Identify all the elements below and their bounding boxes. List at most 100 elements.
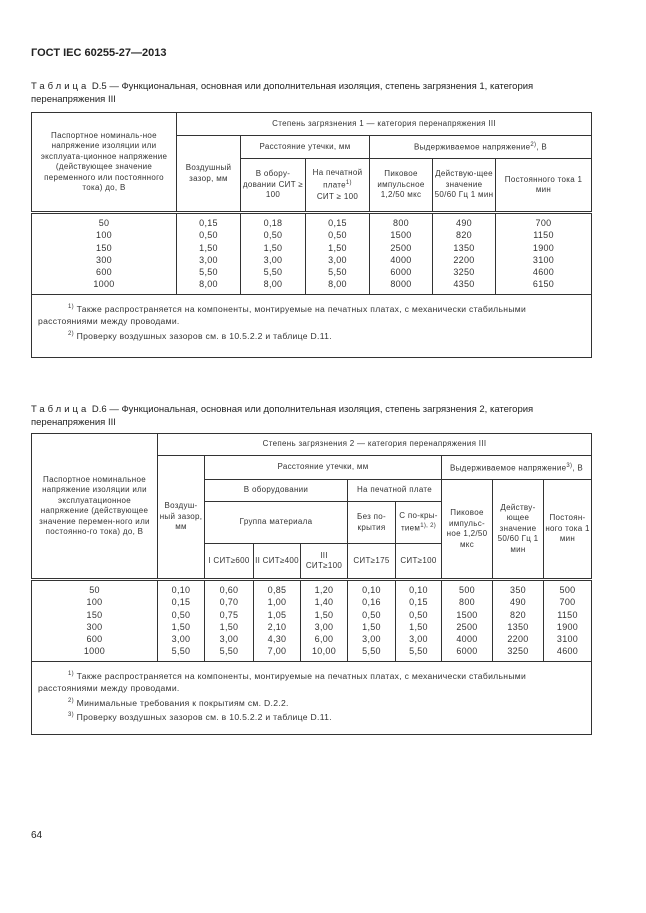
data-cell: 5,50 <box>328 267 347 278</box>
data-column: 490 820 1350 2200 3250 4350 <box>432 211 496 295</box>
data-cell: 1,50 <box>219 621 239 632</box>
data-cell: 4000 <box>390 254 412 265</box>
data-cell: 2500 <box>390 242 412 253</box>
data-cell: 100 <box>86 597 103 608</box>
data-cell: 1,50 <box>409 621 428 632</box>
data-cell: 0,18 <box>263 218 283 228</box>
header-material-group: Группа материала <box>204 501 348 544</box>
data-cell: 0,50 <box>263 230 283 241</box>
data-cell: 0,85 <box>267 585 287 595</box>
header-air-clearance: Воздушный зазор, мм <box>176 135 241 213</box>
header-equipment: В оборудовании <box>204 479 348 502</box>
data-column: 0,15 0,50 1,50 3,00 5,50 8,00 <box>305 211 370 295</box>
data-cell: 1500 <box>456 609 478 620</box>
header-peak: Пиковое импульсное 1,2/50 мкс <box>369 158 433 213</box>
data-column: 0,15 0,50 1,50 3,00 5,50 8,00 <box>176 211 241 295</box>
data-cell: 5,50 <box>362 646 381 657</box>
data-cell: 5,50 <box>199 267 218 278</box>
data-cell: 5,50 <box>409 646 428 657</box>
caption-label: Таблица <box>31 404 90 415</box>
table-d6: Паспортное номинальное напряжение изоляц… <box>30 433 593 735</box>
data-cell: 600 <box>96 267 112 278</box>
data-cell: 0,15 <box>328 218 347 228</box>
header-withstand: Выдерживаемое напряжение2), В <box>368 135 593 159</box>
data-cell: 490 <box>456 218 472 228</box>
header-pcb: На печатной плате1) СИТ ≥ 100 <box>305 158 370 213</box>
data-column: 0,10 0,15 0,50 1,50 3,00 5,50 <box>395 578 442 662</box>
data-cell: 3,00 <box>362 634 381 645</box>
data-cell: 1,05 <box>267 609 287 620</box>
data-cell: 150 <box>96 242 112 253</box>
data-cell: 1,50 <box>199 242 218 253</box>
data-cell: 4,30 <box>267 634 287 645</box>
header-peak: Пиковое импульс-ное 1,2/50 мкс <box>441 479 493 580</box>
table-d6-data-row: 50 100 150 300 600 1000 0,10 0,15 0,50 1,50 3,00 5,… <box>31 578 593 662</box>
header-dc: Постоянного тока 1 мин <box>494 158 593 213</box>
footnote: 2) Минимальные требования к покрытиям см… <box>68 697 289 708</box>
data-cell: 490 <box>510 597 526 608</box>
data-cell: 500 <box>559 585 576 595</box>
data-cell: 300 <box>86 621 103 632</box>
data-cell: 820 <box>456 230 472 241</box>
data-cell: 3,00 <box>314 621 334 632</box>
header-air-clearance: Воздуш-ный зазор, мм <box>157 455 205 580</box>
footnote: 1) Также распространяется на компоненты,… <box>38 303 527 327</box>
data-cell: 8,00 <box>263 279 283 290</box>
data-column: 50 100 150 300 600 1000 <box>31 211 177 295</box>
data-cell: 0,10 <box>362 585 381 595</box>
data-column: 1,20 1,40 1,50 3,00 6,00 10,00 <box>300 578 348 662</box>
header-pollution: Степень загрязнения 2 — категория перена… <box>156 433 593 456</box>
data-cell: 1000 <box>93 279 115 290</box>
data-cell: 2200 <box>453 254 475 265</box>
header-creepage: Расстояние утечки, мм <box>240 135 370 159</box>
data-cell: 0,15 <box>409 597 428 608</box>
header-dc: Постоян-ного тока 1 мин <box>542 479 593 580</box>
data-cell: 7,00 <box>267 646 287 657</box>
data-cell: 1150 <box>533 230 554 241</box>
data-cell: 1,00 <box>267 597 287 608</box>
data-cell: 1900 <box>532 242 555 253</box>
data-cell: 50 <box>98 218 110 228</box>
data-cell: 10,00 <box>311 646 337 657</box>
table-d5-caption: Таблица D.5 — Функциональная, основная и… <box>31 80 593 106</box>
caption-text: D.5 — Функциональная, основная или допол… <box>31 81 534 105</box>
table-d5: Паспортное номиналь-ное напряжение изоля… <box>30 112 593 358</box>
header-no-coating: Без по-крытия <box>347 501 396 544</box>
data-cell: 6000 <box>390 267 412 278</box>
data-column: 50 100 150 300 600 1000 <box>31 578 158 662</box>
data-cell: 3100 <box>556 634 579 645</box>
data-column: 800 1500 2500 4000 6000 8000 <box>369 211 433 295</box>
data-cell: 5,50 <box>219 646 239 657</box>
header-rms: Действую-щее значение 50/60 Гц 1 мин <box>432 158 496 213</box>
footnote: 1) Также распространяется на компоненты,… <box>38 670 527 694</box>
header-rated-voltage: Паспортное номиналь-ное напряжение изоля… <box>31 112 177 213</box>
data-cell: 500 <box>459 585 475 595</box>
data-cell: 5,50 <box>171 646 191 657</box>
header-group-1: I СИТ≥600 <box>204 543 254 580</box>
data-cell: 8,00 <box>328 279 347 290</box>
header-group-3: III СИТ≥100 <box>300 543 348 580</box>
data-cell: 700 <box>559 597 576 608</box>
data-cell: 6,00 <box>314 634 334 645</box>
table-d6-footnotes: 1) Также распространяется на компоненты,… <box>30 660 593 735</box>
data-cell: 0,50 <box>171 609 191 620</box>
data-column: 350 490 820 1350 2200 3250 <box>492 578 544 662</box>
data-cell: 1,20 <box>314 585 334 595</box>
data-cell: 300 <box>96 254 112 265</box>
data-cell: 800 <box>393 218 409 228</box>
data-cell: 800 <box>459 597 475 608</box>
header-cti-175: СИТ≥175 <box>347 543 396 580</box>
data-cell: 4350 <box>453 279 475 290</box>
data-cell: 3,00 <box>263 254 283 265</box>
data-cell: 8000 <box>390 279 412 290</box>
data-column: 700 1150 1900 3100 4600 6150 <box>494 211 593 295</box>
data-cell: 0,15 <box>199 218 218 228</box>
data-cell: 0,16 <box>362 597 381 608</box>
data-cell: 1,40 <box>314 597 334 608</box>
caption-text: D.6 — Функциональная, основная или допол… <box>31 404 534 428</box>
table-d5-footnotes: 1) Также распространяется на компоненты,… <box>30 293 593 358</box>
data-cell: 2200 <box>507 634 529 645</box>
data-cell: 1350 <box>507 621 529 632</box>
data-cell: 6150 <box>532 279 555 290</box>
